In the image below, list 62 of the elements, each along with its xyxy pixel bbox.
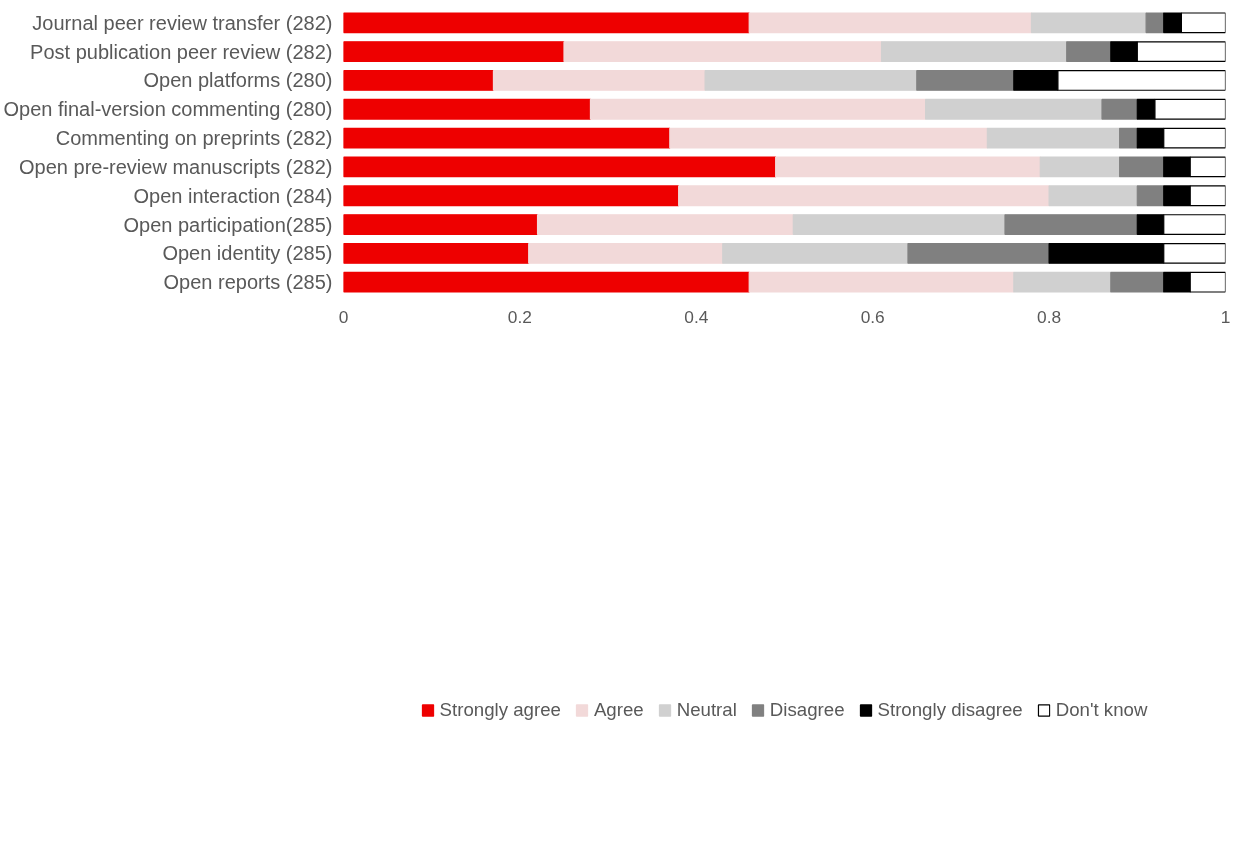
y-tick-label: Post publication peer review (282) (30, 40, 333, 63)
bar (748, 12, 1033, 34)
legend-label: Disagree (769, 698, 845, 721)
x-tick-label: 1 (1220, 306, 1231, 327)
bar (343, 214, 539, 235)
y-tick-label: Open participation(285) (123, 213, 333, 236)
x-tick-label: 0.8 (1037, 306, 1062, 327)
bar (1145, 12, 1165, 34)
bar (343, 98, 592, 120)
legend-label: Agree (593, 698, 644, 721)
y-tick-label: Open pre-review manuscripts (282) (19, 155, 333, 178)
bar (528, 242, 724, 264)
legend-label: Strongly agree (439, 698, 561, 721)
bar (343, 12, 750, 34)
legend-label: Don't know (1055, 698, 1148, 721)
legend-label: Strongly disagree (877, 698, 1023, 721)
legend-label: Neutral (676, 698, 737, 721)
bar (343, 156, 777, 178)
x-tick-label: 0.2 (507, 306, 532, 327)
bar (792, 214, 1006, 235)
bar (986, 127, 1121, 149)
y-tick-label: Commenting on preprints (282) (55, 127, 333, 150)
bar (343, 242, 530, 264)
bar (916, 70, 1015, 91)
bar (343, 70, 495, 91)
bar (343, 185, 680, 207)
x-tick-label: 0 (338, 306, 349, 327)
bar (589, 98, 927, 120)
y-tick-label: Journal peer review transfer (282) (32, 11, 333, 34)
bar (1119, 127, 1138, 149)
bar (1101, 98, 1138, 120)
y-tick-label: Open platforms (280) (143, 69, 333, 92)
bar (1136, 185, 1165, 207)
bar (678, 185, 1050, 207)
y-tick-label: Open final-version commenting (280) (3, 98, 333, 121)
bar (704, 70, 918, 91)
bar (343, 271, 750, 293)
bar (1013, 271, 1112, 293)
bar (907, 242, 1050, 264)
bar (925, 98, 1103, 120)
bar (343, 127, 671, 149)
bar (1066, 41, 1112, 63)
bar (722, 242, 909, 264)
bar (492, 70, 706, 91)
bar (563, 41, 883, 63)
bar (536, 214, 794, 235)
bar (1048, 185, 1138, 207)
bar (669, 127, 988, 149)
bar (343, 41, 565, 63)
bar (1119, 156, 1165, 178)
y-tick-label: Open reports (285) (163, 271, 333, 294)
bar (1039, 156, 1121, 178)
bar (880, 41, 1068, 63)
y-tick-label: Open identity (285) (162, 242, 333, 265)
y-tick-label: Open interaction (284) (133, 184, 333, 207)
x-tick-label: 0.6 (860, 306, 885, 327)
x-tick-label: 0.4 (684, 306, 709, 327)
bar (1110, 271, 1165, 293)
bar (748, 271, 1015, 293)
bar (775, 156, 1041, 178)
bar (1004, 214, 1138, 235)
bar (1030, 12, 1147, 34)
